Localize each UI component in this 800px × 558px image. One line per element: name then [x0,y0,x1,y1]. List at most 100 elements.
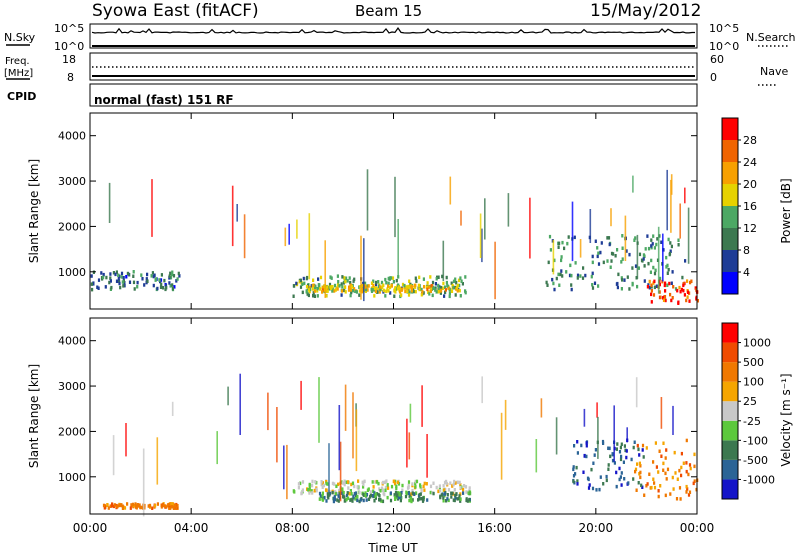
power-echo-cell [620,287,623,291]
velocity-echo-cell [351,481,355,485]
velocity-echo-cell [384,485,387,490]
power-echo-cell [343,285,347,290]
power-echo-cell [140,273,143,277]
power-echo-cell [326,289,329,293]
velocity-echo-cell [382,491,385,496]
power-echo-cell [307,288,311,292]
power-echo-streak [624,215,627,261]
power-echo-cell [696,299,699,303]
velocity-echo-cell [455,492,458,496]
velocity-echo-cell [458,480,461,485]
velocity-echo-streak [142,448,145,517]
power-echo-cell [344,280,347,284]
power-echo-cell [437,287,440,291]
velocity-echo-streak [339,441,342,502]
velocity-echo-cell [438,484,441,488]
power-echo-cell [161,286,165,290]
velocity-echo-cell [679,497,682,501]
velocity-echo-cell [401,483,404,488]
power-echo-cell [660,240,663,244]
velocity-echo-cell [415,479,419,484]
velocity-echo-cell [362,482,365,487]
power-echo-cell [352,279,355,283]
velocity-echo-cell [452,498,455,502]
power-echo-cell [681,275,684,280]
power-echo-cell [374,289,377,294]
power-echo-cell [319,287,322,291]
velocity-echo-cell [454,493,457,498]
power-echo-cell [573,235,576,240]
power-echo-cell [407,284,410,289]
velocity-echo-cell [576,482,579,486]
velocity-echo-streak [227,386,229,406]
velocity-echo-cell [297,482,300,486]
velocity-echo-cell [618,477,621,482]
nsky-frame [89,23,698,49]
power-echo-cell [448,287,451,292]
power-echo-cell [97,286,100,290]
velocity-echo-cell [440,493,443,497]
velocity-echo-cell [640,483,643,488]
power-echo-cell [397,285,400,289]
velocity-echo-cell [585,454,588,459]
velocity-echo-cell [637,481,640,485]
velocity-echo-cell [672,487,675,491]
power-echo-cell [117,277,120,281]
power-echo-cell [558,241,561,246]
power-echo-cell [122,284,125,288]
velocity-echo-cell [367,497,371,501]
power-echo-cell [678,285,681,290]
power-echo-streak [579,239,582,258]
velocity-echo-cell [462,491,465,495]
nave-label: Nave [760,65,788,78]
velocity-y-tick-label: 1000 [58,471,86,484]
power-echo-cell [109,272,112,276]
power-echo-cell [451,283,454,288]
power-echo-cell [301,290,304,295]
power-echo-cell [439,291,442,295]
velocity-echo-cell [369,490,372,494]
velocity-echo-cell [341,481,344,485]
power-echo-cell [367,284,370,288]
power-echo-streak [666,169,668,231]
power-echo-cell [397,283,400,287]
power-echo-cell [614,254,617,258]
power-echo-cell [680,287,683,292]
velocity-echo-cell [463,484,466,488]
power-echo-cell [169,275,173,280]
velocity-echo-cell [623,444,626,448]
power-echo-cell [546,283,549,287]
velocity-echo-cell [373,499,376,503]
velocity-echo-cell [607,467,610,471]
power-echo-cell [420,293,423,297]
power-echo-cell [394,290,397,294]
power-echo-cell [549,248,552,252]
power-echo-cell [175,279,178,283]
velocity-echo-cell [357,479,360,483]
velocity-echo-cell [374,494,377,498]
velocity-colorbar-tick-label: 1000 [743,337,771,350]
power-echo-cell [456,289,459,293]
velocity-echo-cell [386,483,389,487]
velocity-echo-cell [390,484,394,489]
velocity-colorbar-segment [722,342,738,363]
power-echo-cell [576,276,579,280]
power-echo-cell [414,289,417,294]
power-echo-cell [670,298,673,303]
power-echo-cell [132,280,136,285]
velocity-echo-cell [415,491,418,495]
freq-tick-top: 18 [62,53,76,66]
velocity-echo-cell [347,486,350,490]
velocity-echo-cell [653,481,656,485]
velocity-echo-cell [374,492,377,496]
velocity-echo-cell [138,503,141,507]
power-echo-cell [683,293,686,297]
power-echo-cell [582,266,585,270]
x-tick-label: 00:00 [73,521,108,535]
velocity-colorbar-tick-label: 100 [743,376,764,389]
velocity-echo-cell [665,477,668,481]
velocity-echo-cell [348,492,351,496]
velocity-colorbar-label: Velocity [m s⁻¹] [779,373,793,466]
power-echo-cell [379,285,382,289]
